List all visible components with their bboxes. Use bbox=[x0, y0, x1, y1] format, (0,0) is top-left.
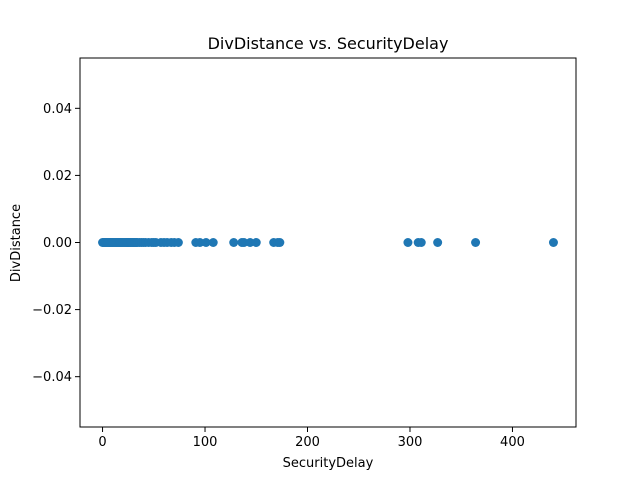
x-tick-label: 0 bbox=[98, 435, 106, 450]
y-tick-label: 0.02 bbox=[43, 169, 72, 184]
x-tick-label: 300 bbox=[398, 435, 423, 450]
scatter-point bbox=[195, 238, 205, 247]
scatter-point bbox=[208, 238, 218, 247]
y-axis-ticks: −0.04 −0.02 0.00 0.02 0.04 bbox=[32, 102, 80, 385]
y-tick-label: 0.00 bbox=[43, 236, 72, 251]
scatter-point bbox=[416, 238, 426, 247]
scatter-point bbox=[173, 238, 183, 247]
scatter-point bbox=[548, 238, 558, 247]
y-tick-label: −0.02 bbox=[32, 303, 72, 318]
scatter-point bbox=[403, 238, 413, 247]
scatter-point bbox=[251, 238, 261, 247]
scatter-point bbox=[275, 238, 285, 247]
scatter-point bbox=[201, 238, 211, 247]
plot-area-frame bbox=[79, 57, 577, 428]
scatter-point bbox=[245, 238, 255, 247]
x-tick-label: 100 bbox=[193, 435, 218, 450]
scatter-point bbox=[471, 238, 481, 247]
y-axis-label: DivDistance bbox=[9, 204, 24, 282]
scatter-point bbox=[433, 238, 443, 247]
x-tick-label: 200 bbox=[295, 435, 320, 450]
x-axis-ticks: 0 100 200 300 400 bbox=[98, 427, 525, 450]
scatter-point bbox=[229, 238, 239, 247]
y-tick-label: 0.04 bbox=[43, 102, 72, 117]
points-layer bbox=[98, 238, 558, 247]
x-axis-label: SecurityDelay bbox=[283, 456, 374, 471]
y-tick-label: −0.04 bbox=[32, 370, 72, 385]
x-tick-label: 400 bbox=[500, 435, 525, 450]
chart-title: DivDistance vs. SecurityDelay bbox=[208, 34, 449, 53]
scatter-point bbox=[239, 238, 249, 247]
